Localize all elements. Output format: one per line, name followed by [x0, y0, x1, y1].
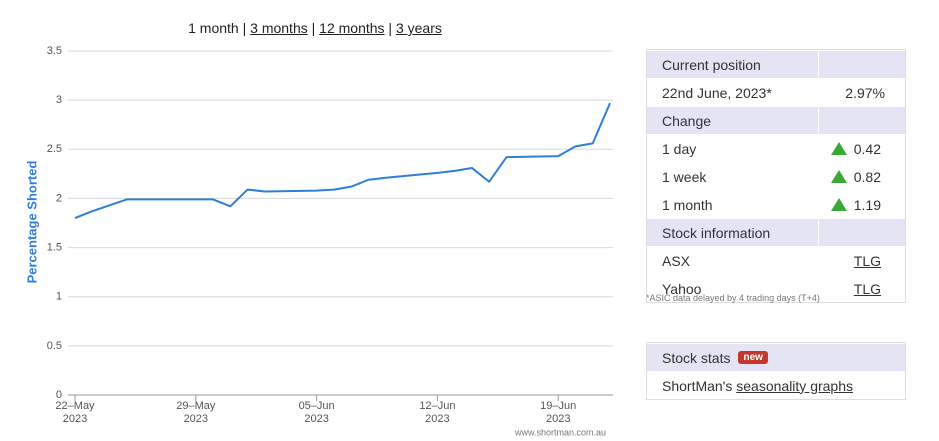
y-tick-label: 3 [56, 94, 62, 106]
y-axis-label: Percentage Shorted [24, 161, 39, 284]
change: 0.82 [853, 168, 881, 185]
header: Change [647, 107, 819, 134]
header: Stock stats [662, 349, 731, 366]
stats-link[interactable]: seasonality graphs [736, 377, 854, 394]
separator: | [388, 20, 393, 36]
separator: | [242, 20, 247, 36]
x-tick-label: 19–Jun 2023 [540, 400, 576, 425]
x-tick-label: 29–May 2023 [176, 400, 216, 425]
data-line [74, 102, 611, 220]
watermark: www.shortman.com.au [514, 427, 606, 437]
y-tick-label: 1 [56, 291, 62, 303]
y-tick-label: 2.5 [47, 143, 62, 155]
source: ASX [647, 247, 819, 274]
change: 0.42 [853, 140, 881, 157]
x-tick-label: 05–Jun 2023 [299, 400, 335, 425]
y-tick-label: 3.5 [47, 45, 62, 57]
x-tick-label: 22–May 2023 [55, 400, 95, 425]
code-link[interactable]: TLG [853, 280, 881, 297]
stats-text: ShortMan's [662, 377, 733, 394]
footnote: *ASIC data delayed by 4 trading days (T+… [646, 293, 820, 303]
code-link[interactable]: TLG [853, 252, 881, 269]
separator: | [311, 20, 316, 36]
badge: new [738, 351, 768, 364]
up-arrow [830, 198, 847, 211]
date: 22nd June, 2023* [647, 79, 819, 106]
y-tick-label: 0.5 [47, 340, 62, 352]
change: 1.19 [853, 196, 881, 213]
period: 1 month [647, 191, 819, 218]
y-tick-label: 2 [56, 192, 62, 204]
chart: Percentage Shorted www.shortman.com.au 0… [24, 45, 613, 437]
range-link[interactable]: 1 month [188, 20, 239, 36]
y-tick-label: 1.5 [47, 241, 62, 253]
period: 1 day [647, 135, 819, 162]
range-link[interactable]: 3 years [395, 20, 442, 36]
source: Yahoo [647, 275, 819, 302]
value: 2.97% [845, 84, 885, 101]
stats-panel: Stock stats new ShortMan's seasonality gr… [646, 342, 906, 400]
range-link[interactable]: 12 months [319, 20, 385, 36]
range-link[interactable]: 3 months [250, 20, 308, 36]
header: Current position [647, 51, 819, 78]
up-arrow [830, 142, 847, 155]
x-tick-label: 12–Jun 2023 [419, 400, 455, 425]
period: 1 week [647, 163, 819, 190]
range-links: 1 month | 3 months | 12 months | 3 years [0, 20, 630, 36]
up-arrow [830, 170, 847, 183]
header: Stock information [647, 219, 819, 246]
position-panel: Current position 22nd June, 2023* 2.97% C… [646, 49, 906, 303]
y-tick-label: 0 [56, 389, 62, 401]
